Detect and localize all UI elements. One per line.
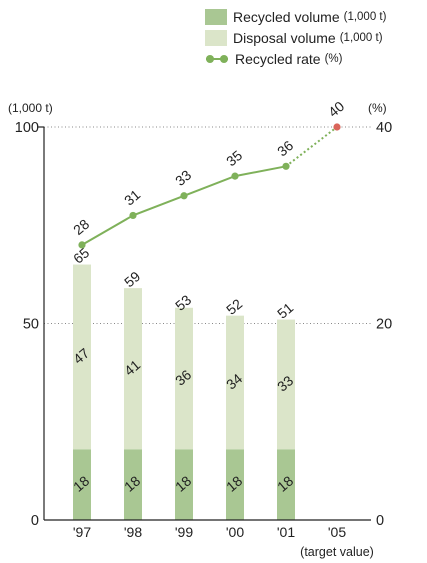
label-total-3: 52 xyxy=(223,295,245,317)
legend-unit-recycled-volume: (1,000 t) xyxy=(343,10,387,23)
legend-label-disposal-volume: Disposal volume xyxy=(233,29,336,46)
point-rate-0 xyxy=(78,241,86,249)
bar-recycled-0 xyxy=(73,449,91,520)
y-tick-left-100: 100 xyxy=(15,120,39,136)
bar-disposal-3 xyxy=(226,315,244,450)
x-tick-2: '99 xyxy=(175,524,193,540)
label-total-1: 59 xyxy=(121,268,143,290)
bar-disposal-4 xyxy=(277,319,295,450)
label-total-4: 51 xyxy=(274,299,296,321)
point-rate-4 xyxy=(282,162,290,170)
y-axis-left-unit: (1,000 t) xyxy=(8,101,53,115)
legend-swatch-recycled xyxy=(205,8,227,25)
y-tick-right-20: 20 xyxy=(376,317,392,333)
bar-recycled-3 xyxy=(226,449,244,520)
legend-label-recycled-volume: Recycled volume xyxy=(233,8,340,25)
bar-recycled-2 xyxy=(175,449,193,520)
label-rate-0: 28 xyxy=(70,216,92,238)
legend-swatch-disposal xyxy=(205,29,227,46)
legend-line-marker-icon xyxy=(205,51,229,67)
y-tick-left-0: 0 xyxy=(31,513,39,529)
legend: Recycled volume (1,000 t) Disposal volum… xyxy=(205,6,386,69)
x-tick-3: '00 xyxy=(226,524,244,540)
y-axis-right-unit: (%) xyxy=(368,101,387,115)
bar-disposal-2 xyxy=(175,307,193,450)
point-rate-3 xyxy=(231,172,239,180)
legend-unit-disposal-volume: (1,000 t) xyxy=(339,31,383,44)
bar-disposal-1 xyxy=(124,288,142,450)
label-rate-2: 33 xyxy=(172,167,194,189)
bar-recycled-4 xyxy=(277,449,295,520)
bar-disposal-0 xyxy=(73,264,91,450)
x-tick-0: '97 xyxy=(73,524,91,540)
legend-item-recycled-rate: Recycled rate (%) xyxy=(205,48,386,69)
y-tick-right-40: 40 xyxy=(376,120,392,136)
bar-recycled-1 xyxy=(124,449,142,520)
label-rate-3: 35 xyxy=(223,147,245,169)
line-recycled-rate-target xyxy=(285,126,338,168)
label-rate-1: 31 xyxy=(121,186,143,208)
point-rate-5 xyxy=(333,123,341,131)
legend-item-recycled-volume: Recycled volume (1,000 t) xyxy=(205,6,386,27)
label-rate-4: 36 xyxy=(274,137,296,159)
x-tick-1: '98 xyxy=(124,524,142,540)
point-rate-2 xyxy=(180,192,188,200)
y-tick-right-0: 0 xyxy=(376,513,384,529)
legend-label-recycled-rate: Recycled rate xyxy=(235,50,321,67)
label-rate-5: 40 xyxy=(325,98,347,120)
y-tick-left-50: 50 xyxy=(23,317,39,333)
x-tick-4: '01 xyxy=(277,524,295,540)
legend-item-disposal-volume: Disposal volume (1,000 t) xyxy=(205,27,386,48)
point-rate-1 xyxy=(129,211,137,220)
x-tick-5: '05 xyxy=(328,524,346,540)
x-tick-note: (target value) xyxy=(300,545,374,559)
legend-unit-recycled-rate: (%) xyxy=(324,52,343,65)
